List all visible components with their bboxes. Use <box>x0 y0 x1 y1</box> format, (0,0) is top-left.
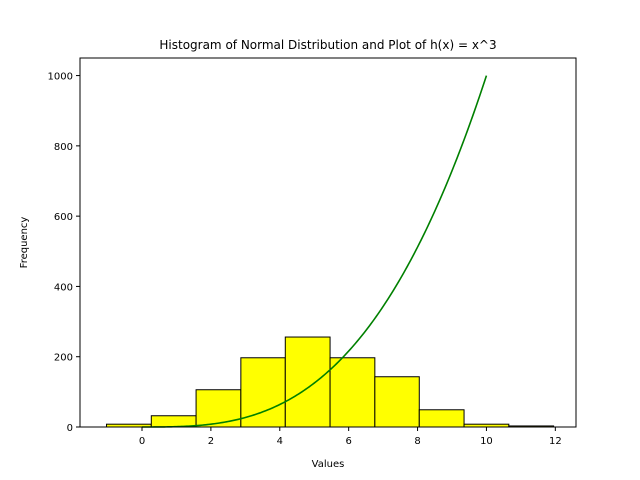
histogram-bar-5 <box>329 357 376 428</box>
histogram-bars <box>106 336 555 428</box>
y-tick-label: 200 <box>54 353 73 364</box>
y-tick-label: 400 <box>54 282 73 293</box>
x-tick-label: 12 <box>549 436 562 447</box>
histogram-bar-4 <box>284 336 331 428</box>
y-tick-label: 600 <box>54 212 73 223</box>
x-axis-label: Values <box>312 459 345 470</box>
x-tick-label: 8 <box>414 436 420 447</box>
histogram-bar-2 <box>195 389 242 428</box>
histogram-bar-3 <box>240 357 286 428</box>
x-tick-label: 4 <box>277 436 283 447</box>
y-axis-label: Frequency <box>19 217 30 269</box>
x-axis-ticks: 0 2 4 6 8 10 12 <box>139 427 562 447</box>
y-tick-label: 800 <box>54 142 73 153</box>
axes-frame <box>79 57 577 428</box>
curve-h-x-cubed <box>142 75 488 428</box>
y-tick-label: 1000 <box>48 72 73 83</box>
curve-layer <box>142 75 488 428</box>
chart-title: Histogram of Normal Distribution and Plo… <box>159 38 496 52</box>
y-tick-label: 0 <box>67 423 73 434</box>
x-tick-label: 6 <box>345 436 351 447</box>
histogram-bar-7 <box>418 409 465 428</box>
histogram-bar-6 <box>374 376 420 428</box>
x-tick-label: 0 <box>139 436 145 447</box>
x-tick-label: 2 <box>208 436 214 447</box>
y-axis-ticks: 0 200 400 600 800 1000 <box>48 72 80 434</box>
x-tick-label: 10 <box>480 436 493 447</box>
